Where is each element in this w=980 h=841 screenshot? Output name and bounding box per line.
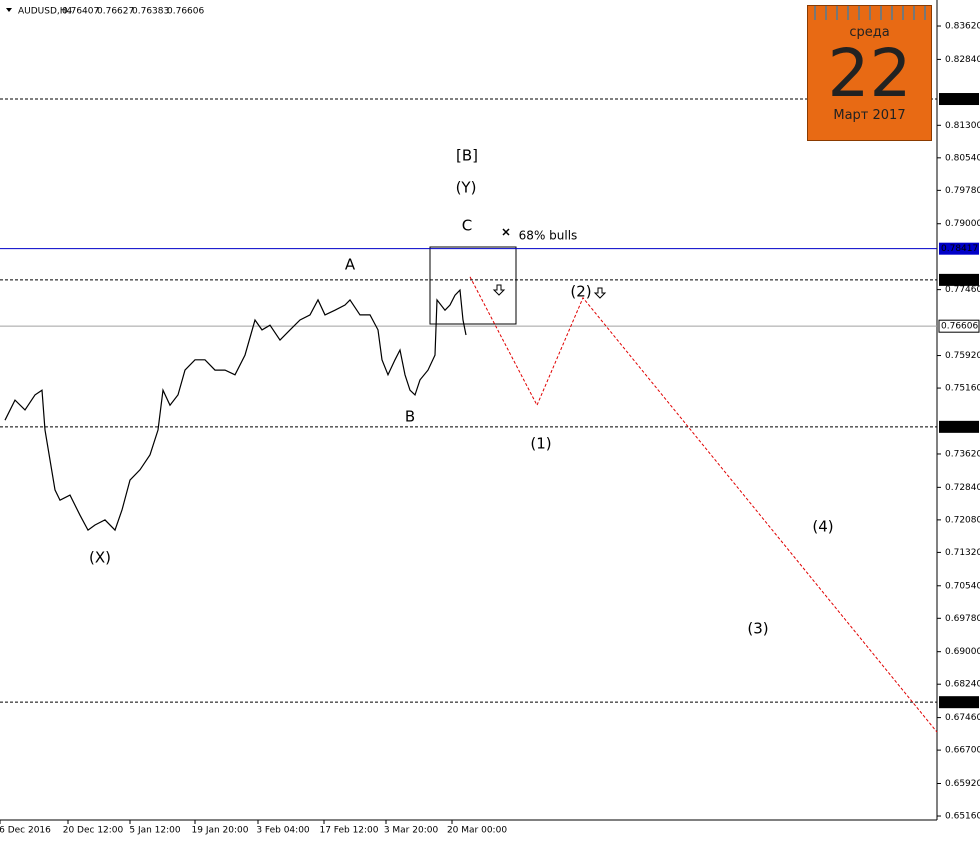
y-tick-label: 0.79780 — [945, 186, 980, 196]
level-label-box — [939, 93, 979, 106]
arrow-down — [593, 287, 607, 299]
price-line — [4, 288, 467, 532]
header-text: 0.76627 — [97, 7, 134, 17]
wave-label: A — [345, 256, 356, 274]
x-tick-label: 3 Mar 20:00 — [384, 826, 439, 836]
y-tick-label: 0.65920 — [945, 779, 980, 789]
wave-label: (1) — [530, 435, 551, 453]
header-text: 0.76606 — [167, 7, 204, 17]
y-tick-label: 0.81300 — [945, 121, 980, 131]
level-label: 0.78417 — [941, 244, 978, 254]
y-tick-label: 0.66700 — [945, 746, 980, 756]
x-tick-label: 19 Jan 20:00 — [192, 826, 249, 836]
y-tick-label: 0.72080 — [945, 515, 980, 525]
wave-label: (X) — [89, 549, 111, 567]
y-tick-label: 0.71320 — [945, 548, 980, 558]
level-label: 0.76606 — [941, 322, 978, 332]
wave-label: (2) — [570, 283, 591, 301]
level-label-box — [938, 319, 980, 333]
y-tick-label: 0.82840 — [945, 55, 980, 65]
x-tick-label: 3 Feb 04:00 — [256, 826, 310, 836]
y-tick-label: 0.68240 — [945, 680, 980, 690]
x-tick-label: 20 Mar 00:00 — [447, 826, 507, 836]
y-tick-label: 0.69780 — [945, 614, 980, 624]
level-label: 0.81914 — [941, 95, 978, 105]
forecast-line — [469, 276, 938, 733]
y-tick-label: 0.70540 — [945, 581, 980, 591]
month-year: Март 2017 — [833, 108, 906, 123]
y-tick-label: 0.69000 — [945, 647, 980, 657]
x-tick-label: 5 Jan 12:00 — [129, 826, 181, 836]
y-tick-label: 0.65160 — [945, 812, 980, 822]
wave-label: B — [405, 408, 415, 426]
y-tick-label: 0.77460 — [945, 285, 980, 295]
arrow-down — [492, 284, 506, 296]
y-tick-label: 0.80540 — [945, 153, 980, 163]
header-text: 0.76407 — [62, 7, 99, 17]
weekday: среда — [849, 25, 890, 40]
wave-label: 68% bulls — [519, 229, 578, 243]
y-tick-label: 0.73620 — [945, 449, 980, 459]
level-label-box — [939, 420, 979, 433]
menu-arrow — [6, 8, 12, 12]
calendar-widget: среда 22 Март 2017 — [807, 5, 932, 141]
x-tick-label: 6 Dec 2016 — [0, 826, 51, 836]
wave-label: [B] — [456, 147, 478, 165]
day: 22 — [827, 35, 912, 112]
x-tick-label: 17 Feb 12:00 — [319, 826, 378, 836]
level-label: 0.77688 — [941, 275, 978, 285]
cross-marker — [502, 228, 510, 236]
y-tick-label: 0.67460 — [945, 713, 980, 723]
level-label-box — [939, 242, 979, 255]
y-tick-label: 0.83620 — [945, 22, 980, 32]
wave-label: (3) — [747, 620, 768, 638]
x-tick-label: 20 Dec 12:00 — [63, 826, 124, 836]
calendar-rings — [808, 6, 931, 20]
level-label-box — [939, 273, 979, 286]
header-text: 0.76383 — [132, 7, 169, 17]
y-tick-label: 0.75160 — [945, 384, 980, 394]
y-tick-label: 0.79000 — [945, 219, 980, 229]
target-box — [429, 246, 517, 325]
level-label: 0.67820 — [941, 698, 978, 708]
y-tick-label: 0.75920 — [945, 351, 980, 361]
level-label-box — [939, 696, 979, 709]
wave-label: C — [462, 217, 472, 235]
y-tick-label: 0.72840 — [945, 483, 980, 493]
wave-label: (4) — [812, 518, 833, 536]
header-text: AUDUSD,H4 — [18, 7, 73, 17]
wave-label: (Y) — [456, 179, 477, 197]
level-label: 0.74254 — [941, 422, 978, 432]
